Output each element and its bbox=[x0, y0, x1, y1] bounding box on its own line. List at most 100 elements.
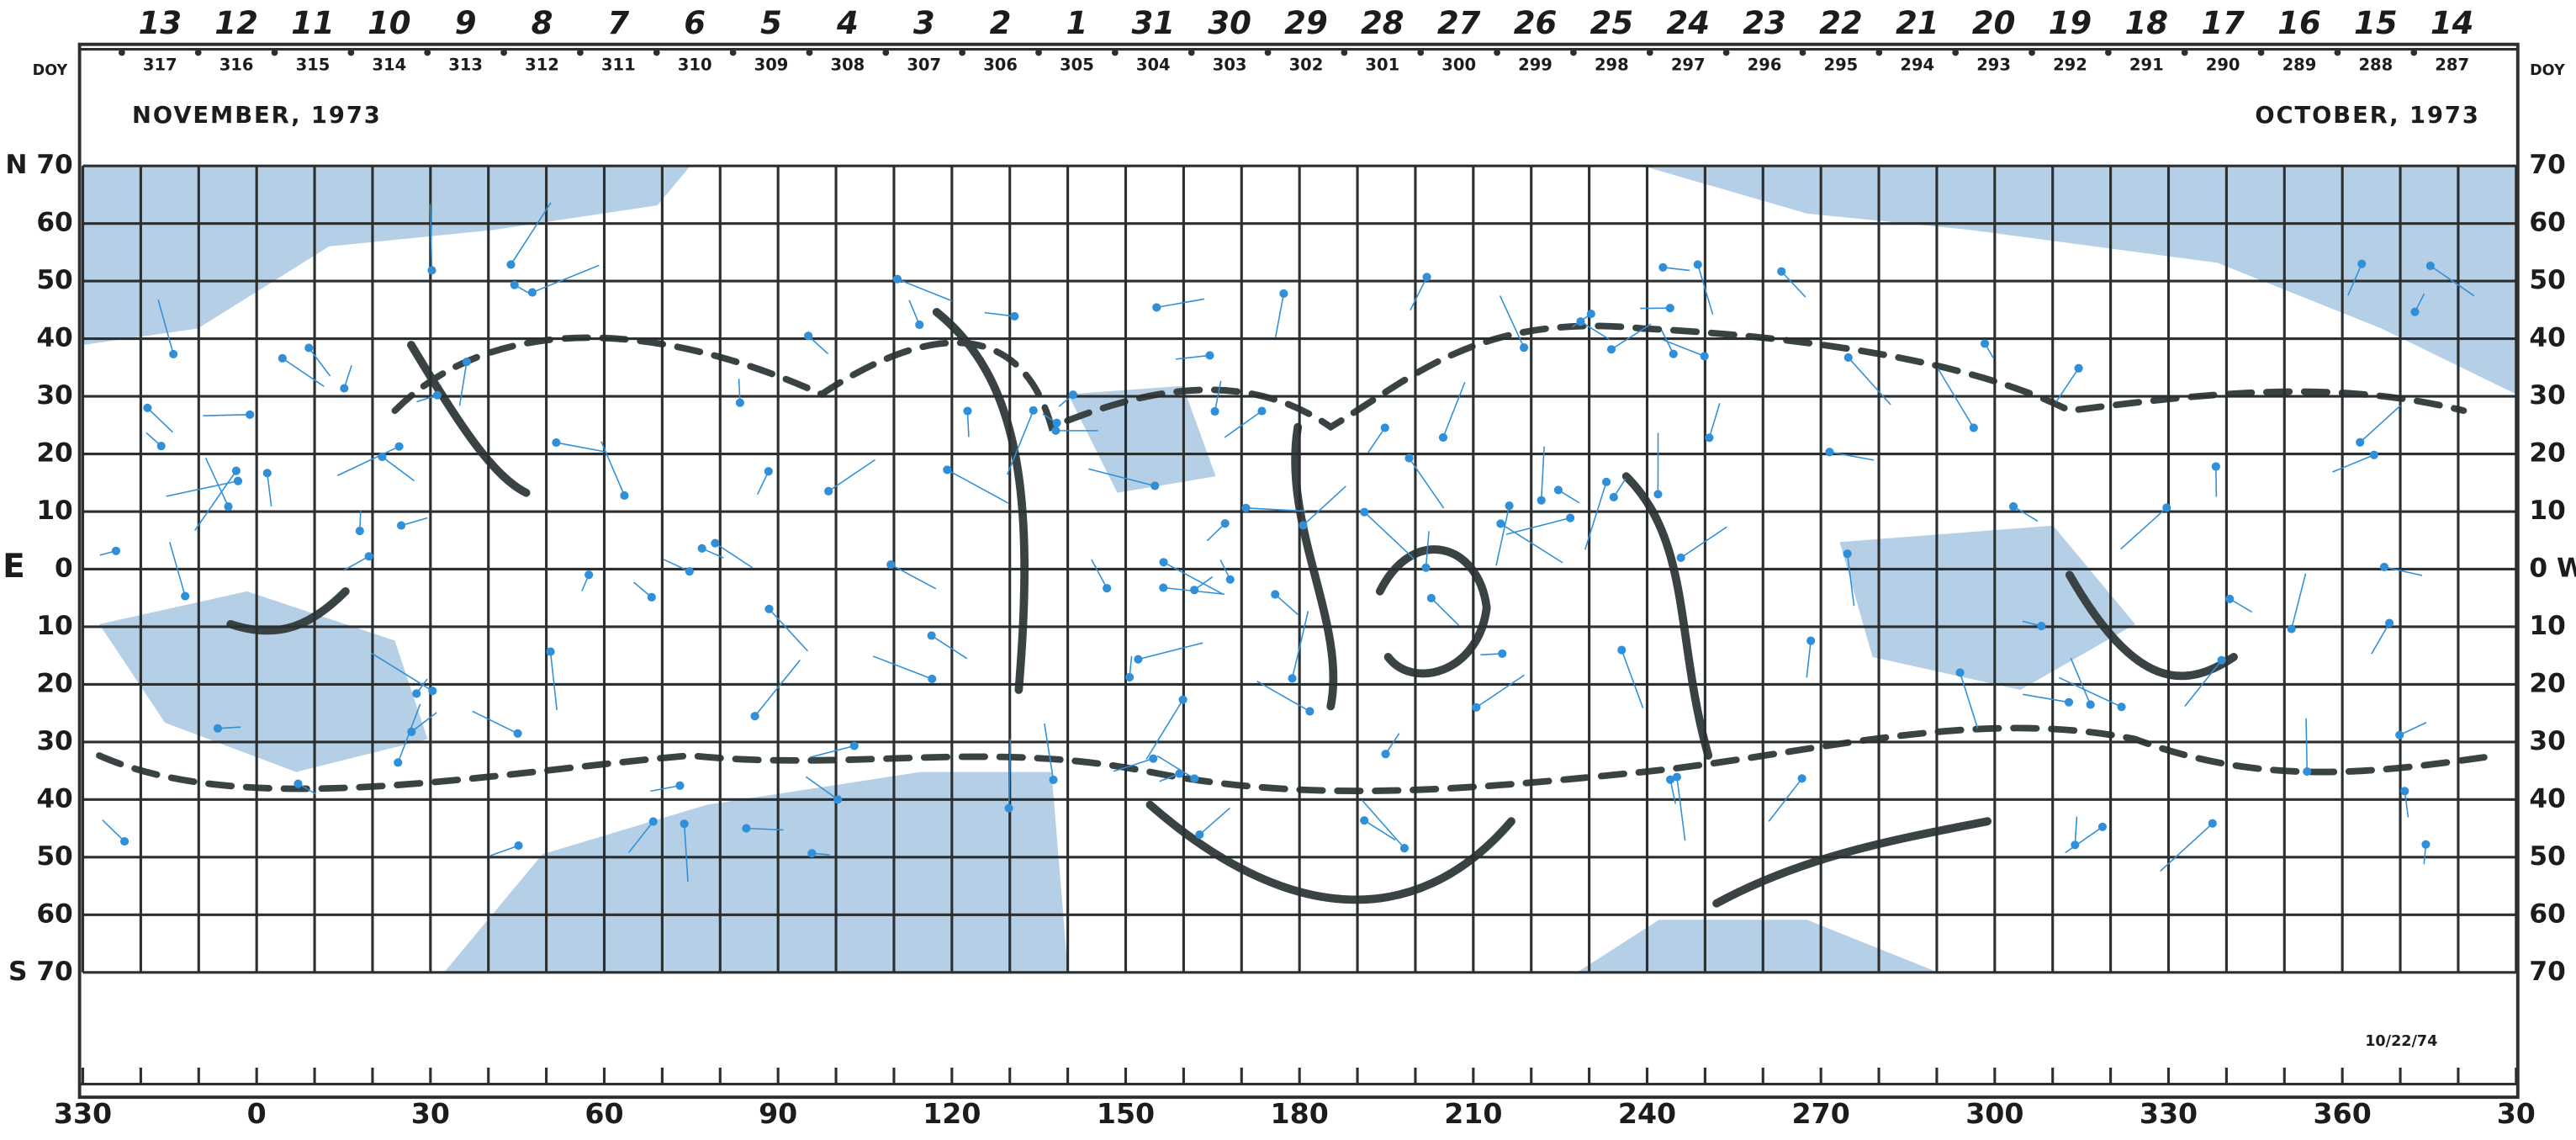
day-label: 27 bbox=[1437, 5, 1481, 41]
observation-line bbox=[203, 415, 250, 416]
day-label: 26 bbox=[1514, 5, 1558, 41]
observation-dot bbox=[397, 522, 405, 530]
observation-dot bbox=[584, 570, 593, 579]
observation-line bbox=[2066, 827, 2103, 853]
observation-dot bbox=[2117, 703, 2125, 711]
observation-dot bbox=[649, 817, 658, 825]
day-label: 28 bbox=[1361, 5, 1404, 41]
observation-line bbox=[460, 362, 467, 406]
observation-dot bbox=[1381, 750, 1389, 758]
day-label: 5 bbox=[760, 5, 782, 41]
observation-dot bbox=[675, 782, 684, 790]
observation-line bbox=[1938, 369, 1974, 427]
observation-dot bbox=[1970, 423, 1978, 432]
latitude-label: 70 N bbox=[2529, 150, 2576, 180]
observation-dot bbox=[1496, 519, 1505, 528]
day-label: 13 bbox=[138, 5, 182, 41]
observation-dot bbox=[1537, 496, 1546, 505]
observation-dot bbox=[546, 647, 554, 655]
observation-dot bbox=[263, 469, 272, 477]
observation-dot bbox=[648, 593, 656, 602]
observation-dot bbox=[112, 547, 120, 555]
day-tick bbox=[1341, 50, 1347, 56]
observation-dot bbox=[169, 350, 177, 358]
observation-dot bbox=[2218, 656, 2226, 665]
day-tick bbox=[119, 50, 125, 56]
observation-dot bbox=[685, 567, 694, 575]
day-label: 15 bbox=[2354, 5, 2398, 41]
observation-line bbox=[2332, 455, 2373, 472]
doy-label: 287 bbox=[2435, 56, 2469, 75]
observation-dot bbox=[2426, 262, 2435, 270]
observation-line bbox=[556, 443, 606, 452]
longitude-label: 150 bbox=[1097, 1097, 1155, 1130]
observation-dot bbox=[1221, 519, 1230, 528]
observation-dot bbox=[850, 741, 859, 750]
observation-dot bbox=[463, 358, 471, 366]
observation-dot bbox=[1505, 501, 1514, 510]
latitude-label: 20 bbox=[2529, 438, 2565, 469]
observation-dot bbox=[2009, 502, 2018, 511]
doy-label: 304 bbox=[1136, 56, 1171, 75]
observation-dot bbox=[1381, 423, 1389, 432]
observation-line bbox=[650, 786, 680, 792]
observation-dot bbox=[620, 491, 628, 500]
observation-dot bbox=[1049, 776, 1057, 784]
doy-label: 296 bbox=[1748, 56, 1782, 75]
observation-dot bbox=[804, 331, 812, 340]
observation-dot bbox=[1806, 637, 1815, 645]
longitude-label: 180 bbox=[1271, 1097, 1329, 1130]
observation-line bbox=[810, 746, 854, 758]
observation-dot bbox=[1576, 317, 1584, 326]
observation-dot bbox=[1843, 549, 1852, 558]
day-tick bbox=[195, 50, 202, 56]
observation-dot bbox=[1844, 353, 1853, 362]
longitude-label: 60 bbox=[584, 1097, 623, 1130]
day-tick bbox=[1570, 50, 1577, 56]
observation-dot bbox=[427, 266, 436, 274]
observation-line bbox=[2306, 718, 2307, 771]
observation-dot bbox=[1288, 674, 1296, 682]
doy-label: 305 bbox=[1060, 56, 1094, 75]
latitude-label: 60 bbox=[2529, 208, 2565, 238]
observation-line bbox=[490, 846, 518, 856]
month-right: OCTOBER, 1973 bbox=[2255, 103, 2480, 129]
day-label: 21 bbox=[1896, 5, 1939, 41]
observation-dot bbox=[1439, 433, 1447, 442]
observation-dot bbox=[2421, 840, 2430, 849]
observation-dot bbox=[528, 288, 537, 296]
observation-dot bbox=[1226, 575, 1235, 584]
doy-label: 314 bbox=[372, 56, 406, 75]
observation-dot bbox=[1701, 352, 1709, 360]
day-label: 18 bbox=[2124, 5, 2168, 41]
longitude-label: 30 bbox=[411, 1097, 450, 1130]
doy-label: 315 bbox=[296, 56, 331, 75]
observation-dot bbox=[1051, 427, 1060, 435]
observation-line bbox=[1146, 700, 1182, 760]
day-tick bbox=[1265, 50, 1272, 56]
observation-line bbox=[1199, 808, 1230, 835]
doy-label: 298 bbox=[1595, 56, 1629, 75]
day-tick bbox=[2105, 50, 2112, 56]
observation-dot bbox=[751, 712, 759, 720]
day-tick bbox=[2335, 50, 2341, 56]
latitude-label: 10 bbox=[2529, 611, 2565, 641]
observation-dot bbox=[1205, 351, 1214, 359]
observation-dot bbox=[2037, 622, 2045, 630]
observation-dot bbox=[395, 443, 404, 451]
doy-label: 309 bbox=[754, 56, 789, 75]
doy-label: 310 bbox=[678, 56, 712, 75]
observation-dot bbox=[1010, 312, 1018, 321]
longitude-label: 330 bbox=[2140, 1097, 2198, 1130]
longitude-label: 360 bbox=[2314, 1097, 2372, 1130]
observation-dot bbox=[1421, 564, 1430, 572]
observation-line bbox=[473, 711, 518, 733]
latitude-label: 10 bbox=[2529, 496, 2565, 526]
observation-dot bbox=[2065, 698, 2073, 707]
observation-dot bbox=[514, 841, 522, 850]
observation-dot bbox=[1152, 303, 1161, 311]
day-tick bbox=[882, 50, 889, 56]
observation-dot bbox=[1554, 485, 1563, 494]
doy-label: 289 bbox=[2282, 56, 2317, 75]
observation-line bbox=[1362, 800, 1404, 848]
